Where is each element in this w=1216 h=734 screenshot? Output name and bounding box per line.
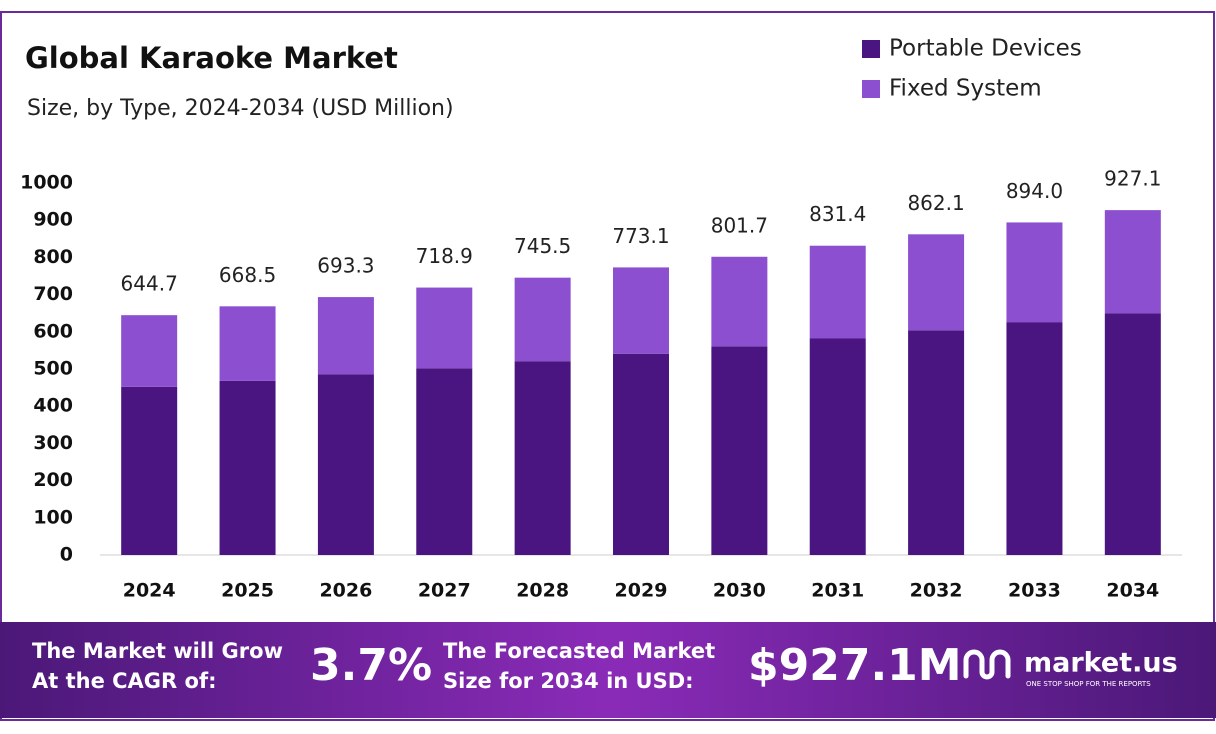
x-tick-label: 2024	[123, 580, 176, 602]
bar-segment	[613, 267, 669, 354]
bar-segment	[908, 330, 965, 555]
footer: The Market will Grow At the CAGR of: 3.7…	[0, 622, 1216, 718]
x-tick-label: 2028	[516, 580, 569, 602]
total-label: 718.9	[416, 244, 473, 268]
x-tick-label: 2030	[713, 580, 766, 602]
bar-segment	[809, 338, 866, 555]
chart-subtitle: Size, by Type, 2024-2034 (USD Million)	[27, 96, 454, 121]
bar-segment	[219, 380, 276, 555]
x-tick-label: 2031	[811, 580, 864, 602]
bar-segment	[1104, 313, 1161, 555]
bar-segment	[514, 361, 571, 555]
cagr-text: At the CAGR of:	[32, 669, 217, 693]
y-tick-label: 900	[33, 209, 73, 231]
y-tick-label: 800	[33, 246, 73, 268]
legend-swatch	[862, 40, 880, 58]
total-label: 894.0	[1006, 179, 1063, 203]
x-tick-label: 2032	[910, 580, 963, 602]
bar-segment	[908, 234, 965, 331]
bar-segment	[514, 277, 571, 362]
y-tick-label: 400	[33, 395, 73, 417]
bar-segment	[711, 256, 768, 347]
bar-segment	[317, 297, 374, 375]
bar-segment	[416, 368, 473, 555]
total-label: 927.1	[1104, 167, 1161, 191]
bar-segment	[121, 386, 178, 555]
x-tick-label: 2027	[418, 580, 471, 602]
y-tick-label: 100	[33, 506, 73, 528]
total-label: 644.7	[121, 272, 178, 296]
bar-segment	[219, 306, 276, 381]
legend-swatch	[862, 80, 880, 98]
legend-label: Portable Devices	[889, 36, 1082, 62]
forecast-value: $927.1M	[748, 640, 962, 691]
y-tick-label: 300	[33, 432, 73, 454]
bar-segment	[121, 315, 178, 387]
y-tick-label: 1000	[20, 172, 73, 194]
x-tick-label: 2029	[615, 580, 668, 602]
total-label: 773.1	[612, 224, 669, 248]
bar-segment	[317, 374, 374, 555]
total-label: 693.3	[317, 254, 374, 278]
footer-band	[0, 622, 1216, 718]
brand: market.us	[1024, 648, 1178, 679]
chart-title: Global Karaoke Market	[25, 41, 398, 75]
y-tick-label: 700	[33, 283, 73, 305]
x-tick-label: 2033	[1008, 580, 1061, 602]
cagr-value: 3.7%	[310, 640, 432, 691]
tagline: ONE STOP SHOP FOR THE REPORTS	[1026, 680, 1151, 688]
bar-segment	[1006, 222, 1063, 323]
bar-segment	[416, 287, 473, 369]
total-label: 801.7	[711, 213, 768, 237]
x-tick-label: 2025	[221, 580, 274, 602]
bar-segment	[711, 346, 768, 555]
bar-segment	[1006, 322, 1063, 555]
brand-logo	[963, 649, 1011, 680]
y-tick-label: 200	[33, 469, 73, 491]
x-tick-label: 2026	[319, 580, 372, 602]
total-label: 831.4	[809, 202, 866, 226]
total-label: 668.5	[219, 263, 276, 287]
legend-label: Fixed System	[889, 76, 1042, 102]
y-tick-label: 600	[33, 320, 73, 342]
y-tick-label: 500	[33, 358, 73, 380]
total-label: 745.5	[514, 234, 571, 258]
forecast-text: Size for 2034 in USD:	[443, 669, 694, 693]
cagr-text: The Market will Grow	[32, 639, 283, 663]
forecast-text: The Forecasted Market	[443, 639, 715, 663]
total-label: 862.1	[907, 191, 964, 215]
bar-segment	[1104, 210, 1161, 314]
x-tick-label: 2034	[1106, 580, 1159, 602]
bar-segment	[613, 353, 669, 555]
bar-segment	[809, 245, 866, 339]
y-tick-label: 0	[60, 544, 73, 566]
